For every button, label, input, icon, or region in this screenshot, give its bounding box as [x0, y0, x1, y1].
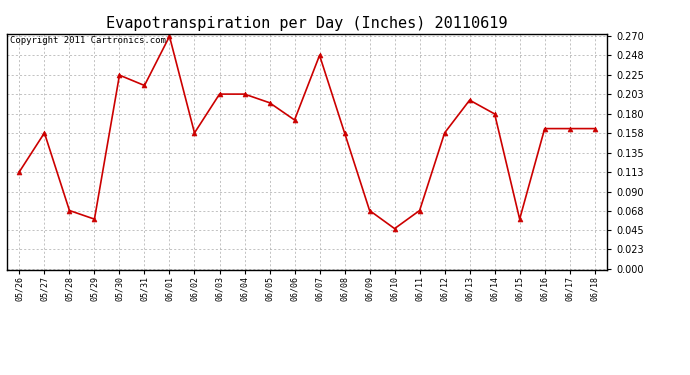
Title: Evapotranspiration per Day (Inches) 20110619: Evapotranspiration per Day (Inches) 2011…	[106, 16, 508, 31]
Text: Copyright 2011 Cartronics.com: Copyright 2011 Cartronics.com	[10, 36, 166, 45]
